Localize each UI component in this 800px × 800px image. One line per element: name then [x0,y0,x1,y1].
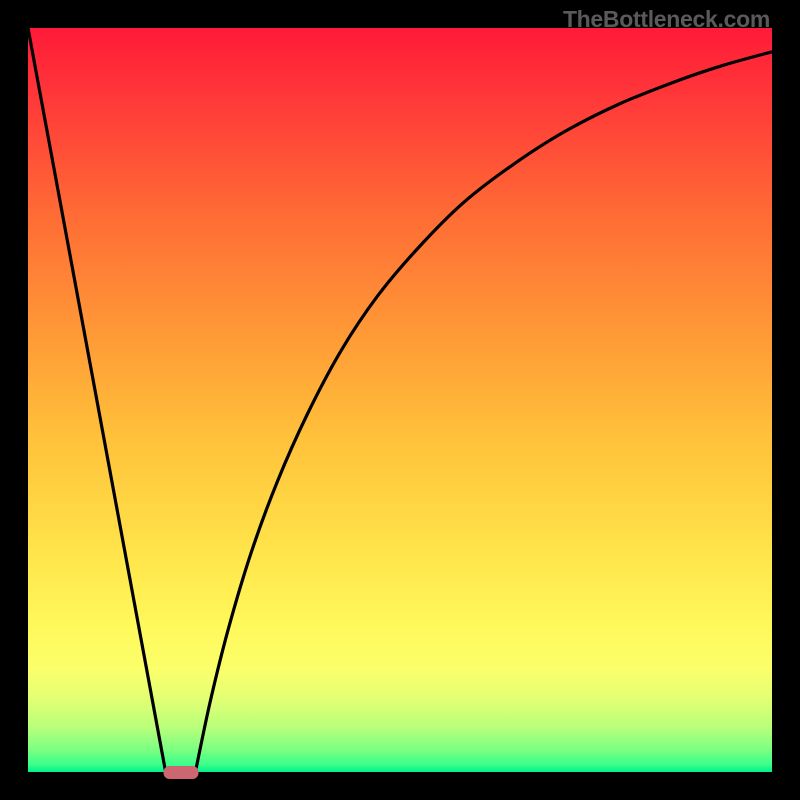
watermark-text: TheBottleneck.com [563,6,770,33]
optimal-marker [163,766,198,779]
curve-right-segment [195,52,772,772]
plot-area [28,28,772,772]
curve-left-segment [28,28,166,772]
plot-frame [28,28,772,772]
bottleneck-curve [28,28,772,772]
